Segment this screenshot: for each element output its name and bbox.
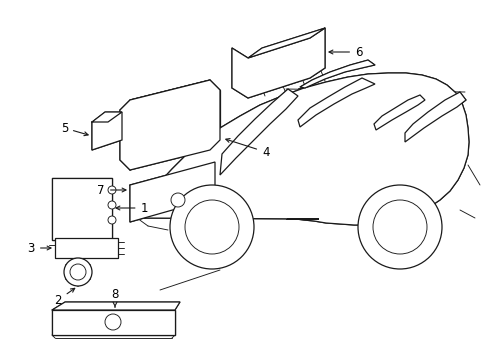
Circle shape xyxy=(170,185,253,269)
Text: 5: 5 xyxy=(61,122,88,136)
Circle shape xyxy=(171,193,184,207)
Polygon shape xyxy=(130,162,215,222)
Polygon shape xyxy=(247,28,325,58)
Polygon shape xyxy=(92,112,122,150)
Polygon shape xyxy=(55,238,118,258)
Polygon shape xyxy=(52,302,180,310)
Polygon shape xyxy=(231,28,325,98)
Polygon shape xyxy=(299,60,374,88)
Polygon shape xyxy=(137,73,468,225)
Text: 1: 1 xyxy=(116,202,148,215)
Text: 7: 7 xyxy=(97,184,126,197)
Polygon shape xyxy=(120,80,220,170)
Polygon shape xyxy=(297,78,374,127)
Text: 6: 6 xyxy=(328,45,362,58)
Text: 2: 2 xyxy=(54,288,75,306)
Circle shape xyxy=(372,200,426,254)
Circle shape xyxy=(184,200,239,254)
Circle shape xyxy=(108,201,116,209)
Circle shape xyxy=(64,258,92,286)
Polygon shape xyxy=(92,112,122,122)
Polygon shape xyxy=(66,258,90,286)
Polygon shape xyxy=(404,92,465,142)
Circle shape xyxy=(105,314,121,330)
Circle shape xyxy=(108,186,116,194)
Circle shape xyxy=(357,185,441,269)
Text: 4: 4 xyxy=(225,139,269,158)
Circle shape xyxy=(108,216,116,224)
Polygon shape xyxy=(220,89,297,175)
Polygon shape xyxy=(52,310,175,335)
Circle shape xyxy=(70,264,86,280)
Polygon shape xyxy=(52,178,112,252)
Text: 8: 8 xyxy=(111,288,119,307)
Text: 3: 3 xyxy=(27,242,51,255)
Polygon shape xyxy=(373,95,424,130)
